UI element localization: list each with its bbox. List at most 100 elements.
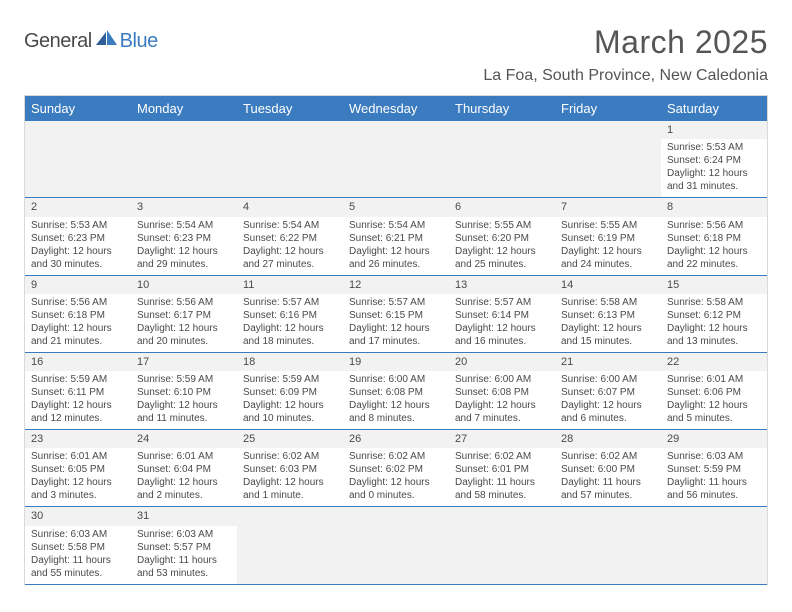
sunset-line: Sunset: 6:04 PM xyxy=(137,463,231,476)
daylight-line: Daylight: 12 hours and 21 minutes. xyxy=(31,322,125,348)
sunrise-line: Sunrise: 6:00 AM xyxy=(455,373,549,386)
day-number: 26 xyxy=(343,430,449,448)
day-details: Sunrise: 5:55 AMSunset: 6:20 PMDaylight:… xyxy=(449,217,555,275)
daylight-line: Daylight: 12 hours and 13 minutes. xyxy=(667,322,761,348)
weekday-header-row: SundayMondayTuesdayWednesdayThursdayFrid… xyxy=(25,96,767,121)
sunset-line: Sunset: 6:20 PM xyxy=(455,232,549,245)
day-details: Sunrise: 6:00 AMSunset: 6:08 PMDaylight:… xyxy=(343,371,449,429)
day-details: Sunrise: 5:57 AMSunset: 6:15 PMDaylight:… xyxy=(343,294,449,352)
day-cell: 12Sunrise: 5:57 AMSunset: 6:15 PMDayligh… xyxy=(343,276,449,352)
day-details: Sunrise: 6:03 AMSunset: 5:59 PMDaylight:… xyxy=(661,448,767,506)
sunset-line: Sunset: 6:16 PM xyxy=(243,309,337,322)
weekday-header: Monday xyxy=(131,96,237,121)
logo-word-1: General xyxy=(24,30,92,53)
day-details: Sunrise: 5:55 AMSunset: 6:19 PMDaylight:… xyxy=(555,217,661,275)
sunrise-line: Sunrise: 6:00 AM xyxy=(349,373,443,386)
day-details: Sunrise: 5:57 AMSunset: 6:14 PMDaylight:… xyxy=(449,294,555,352)
day-cell: 25Sunrise: 6:02 AMSunset: 6:03 PMDayligh… xyxy=(237,430,343,506)
day-cell: 21Sunrise: 6:00 AMSunset: 6:07 PMDayligh… xyxy=(555,353,661,429)
sunset-line: Sunset: 6:02 PM xyxy=(349,463,443,476)
day-cell-blank xyxy=(25,121,131,197)
day-details: Sunrise: 6:02 AMSunset: 6:00 PMDaylight:… xyxy=(555,448,661,506)
location-subtitle: La Foa, South Province, New Caledonia xyxy=(483,67,768,85)
sunset-line: Sunset: 6:12 PM xyxy=(667,309,761,322)
daylight-line: Daylight: 12 hours and 8 minutes. xyxy=(349,399,443,425)
sunset-line: Sunset: 6:23 PM xyxy=(31,232,125,245)
sunrise-line: Sunrise: 5:57 AM xyxy=(349,296,443,309)
sunset-line: Sunset: 6:09 PM xyxy=(243,386,337,399)
sunset-line: Sunset: 6:01 PM xyxy=(455,463,549,476)
day-number: 5 xyxy=(343,198,449,216)
sunset-line: Sunset: 6:08 PM xyxy=(349,386,443,399)
sunset-line: Sunset: 6:24 PM xyxy=(667,154,761,167)
day-cell: 28Sunrise: 6:02 AMSunset: 6:00 PMDayligh… xyxy=(555,430,661,506)
day-details: Sunrise: 6:03 AMSunset: 5:58 PMDaylight:… xyxy=(25,526,131,584)
sunset-line: Sunset: 5:58 PM xyxy=(31,541,125,554)
day-cell-blank xyxy=(661,507,767,583)
day-number: 22 xyxy=(661,353,767,371)
day-details: Sunrise: 6:02 AMSunset: 6:03 PMDaylight:… xyxy=(237,448,343,506)
week-row: 9Sunrise: 5:56 AMSunset: 6:18 PMDaylight… xyxy=(25,276,767,353)
sunrise-line: Sunrise: 6:00 AM xyxy=(561,373,655,386)
day-cell: 20Sunrise: 6:00 AMSunset: 6:08 PMDayligh… xyxy=(449,353,555,429)
day-number: 19 xyxy=(343,353,449,371)
sunrise-line: Sunrise: 5:56 AM xyxy=(667,219,761,232)
day-details: Sunrise: 6:03 AMSunset: 5:57 PMDaylight:… xyxy=(131,526,237,584)
day-details: Sunrise: 6:01 AMSunset: 6:06 PMDaylight:… xyxy=(661,371,767,429)
sunrise-line: Sunrise: 6:01 AM xyxy=(667,373,761,386)
header-bar: General Blue March 2025 La Foa, South Pr… xyxy=(24,24,768,85)
day-number: 24 xyxy=(131,430,237,448)
day-details: Sunrise: 5:59 AMSunset: 6:09 PMDaylight:… xyxy=(237,371,343,429)
daylight-line: Daylight: 12 hours and 5 minutes. xyxy=(667,399,761,425)
sunset-line: Sunset: 5:57 PM xyxy=(137,541,231,554)
week-row: 2Sunrise: 5:53 AMSunset: 6:23 PMDaylight… xyxy=(25,198,767,275)
day-details: Sunrise: 5:56 AMSunset: 6:18 PMDaylight:… xyxy=(661,217,767,275)
daylight-line: Daylight: 12 hours and 10 minutes. xyxy=(243,399,337,425)
day-cell-blank xyxy=(555,121,661,197)
sunset-line: Sunset: 6:06 PM xyxy=(667,386,761,399)
day-number: 28 xyxy=(555,430,661,448)
day-number: 1 xyxy=(661,121,767,139)
daylight-line: Daylight: 12 hours and 11 minutes. xyxy=(137,399,231,425)
logo-sail-icon xyxy=(96,30,118,53)
sunrise-line: Sunrise: 6:01 AM xyxy=(31,450,125,463)
weekday-header: Sunday xyxy=(25,96,131,121)
week-row: 16Sunrise: 5:59 AMSunset: 6:11 PMDayligh… xyxy=(25,353,767,430)
day-details: Sunrise: 6:02 AMSunset: 6:01 PMDaylight:… xyxy=(449,448,555,506)
sunrise-line: Sunrise: 5:55 AM xyxy=(455,219,549,232)
day-cell: 4Sunrise: 5:54 AMSunset: 6:22 PMDaylight… xyxy=(237,198,343,274)
day-cell-blank xyxy=(449,507,555,583)
day-number: 23 xyxy=(25,430,131,448)
day-number: 27 xyxy=(449,430,555,448)
sunset-line: Sunset: 6:00 PM xyxy=(561,463,655,476)
daylight-line: Daylight: 12 hours and 30 minutes. xyxy=(31,245,125,271)
day-cell-blank xyxy=(237,507,343,583)
daylight-line: Daylight: 12 hours and 20 minutes. xyxy=(137,322,231,348)
day-cell: 19Sunrise: 6:00 AMSunset: 6:08 PMDayligh… xyxy=(343,353,449,429)
day-number: 14 xyxy=(555,276,661,294)
sunset-line: Sunset: 6:03 PM xyxy=(243,463,337,476)
day-cell: 24Sunrise: 6:01 AMSunset: 6:04 PMDayligh… xyxy=(131,430,237,506)
daylight-line: Daylight: 12 hours and 31 minutes. xyxy=(667,167,761,193)
day-number: 4 xyxy=(237,198,343,216)
week-row: 23Sunrise: 6:01 AMSunset: 6:05 PMDayligh… xyxy=(25,430,767,507)
day-cell: 17Sunrise: 5:59 AMSunset: 6:10 PMDayligh… xyxy=(131,353,237,429)
daylight-line: Daylight: 12 hours and 29 minutes. xyxy=(137,245,231,271)
day-details: Sunrise: 5:56 AMSunset: 6:17 PMDaylight:… xyxy=(131,294,237,352)
sunrise-line: Sunrise: 5:59 AM xyxy=(137,373,231,386)
day-cell-blank xyxy=(131,121,237,197)
day-number: 2 xyxy=(25,198,131,216)
sunset-line: Sunset: 6:10 PM xyxy=(137,386,231,399)
day-number: 13 xyxy=(449,276,555,294)
daylight-line: Daylight: 12 hours and 25 minutes. xyxy=(455,245,549,271)
sunrise-line: Sunrise: 5:53 AM xyxy=(31,219,125,232)
day-number: 6 xyxy=(449,198,555,216)
title-block: March 2025 La Foa, South Province, New C… xyxy=(483,24,768,85)
week-row: 1Sunrise: 5:53 AMSunset: 6:24 PMDaylight… xyxy=(25,121,767,198)
calendar-page: General Blue March 2025 La Foa, South Pr… xyxy=(0,0,792,595)
day-cell: 26Sunrise: 6:02 AMSunset: 6:02 PMDayligh… xyxy=(343,430,449,506)
brand-logo: General Blue xyxy=(24,24,158,53)
day-number: 18 xyxy=(237,353,343,371)
daylight-line: Daylight: 12 hours and 18 minutes. xyxy=(243,322,337,348)
sunset-line: Sunset: 6:23 PM xyxy=(137,232,231,245)
